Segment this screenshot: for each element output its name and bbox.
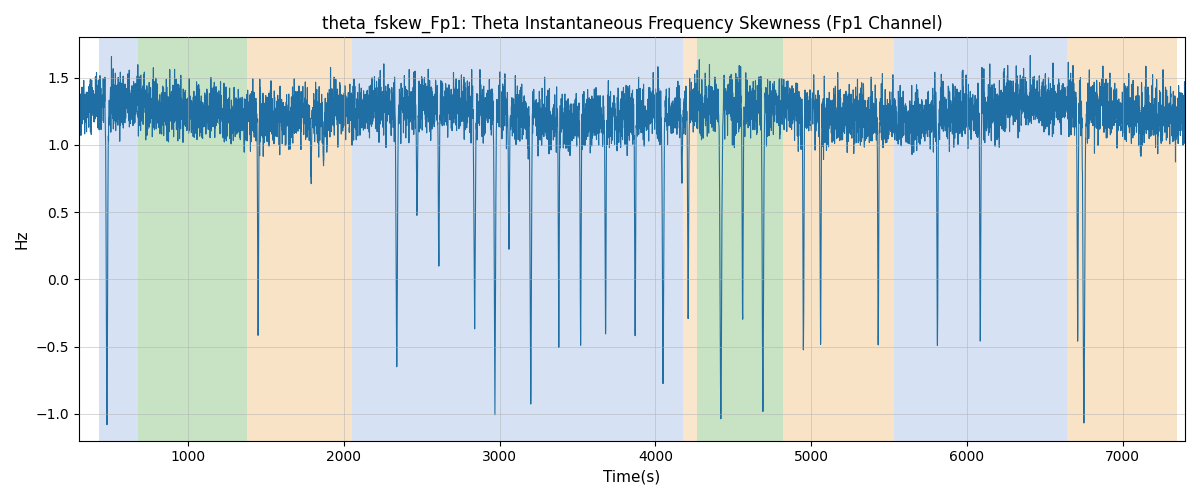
Title: theta_fskew_Fp1: Theta Instantaneous Frequency Skewness (Fp1 Channel): theta_fskew_Fp1: Theta Instantaneous Fre… [322, 15, 942, 34]
Bar [894, 38, 1067, 440]
Bar [1067, 38, 1177, 440]
Bar [784, 38, 894, 440]
Bar [100, 38, 138, 440]
Y-axis label: Hz: Hz [14, 230, 30, 249]
Bar [683, 38, 697, 440]
Bar [247, 38, 352, 440]
Bar [697, 38, 784, 440]
X-axis label: Time(s): Time(s) [604, 470, 660, 485]
Bar [352, 38, 683, 440]
Bar [138, 38, 247, 440]
